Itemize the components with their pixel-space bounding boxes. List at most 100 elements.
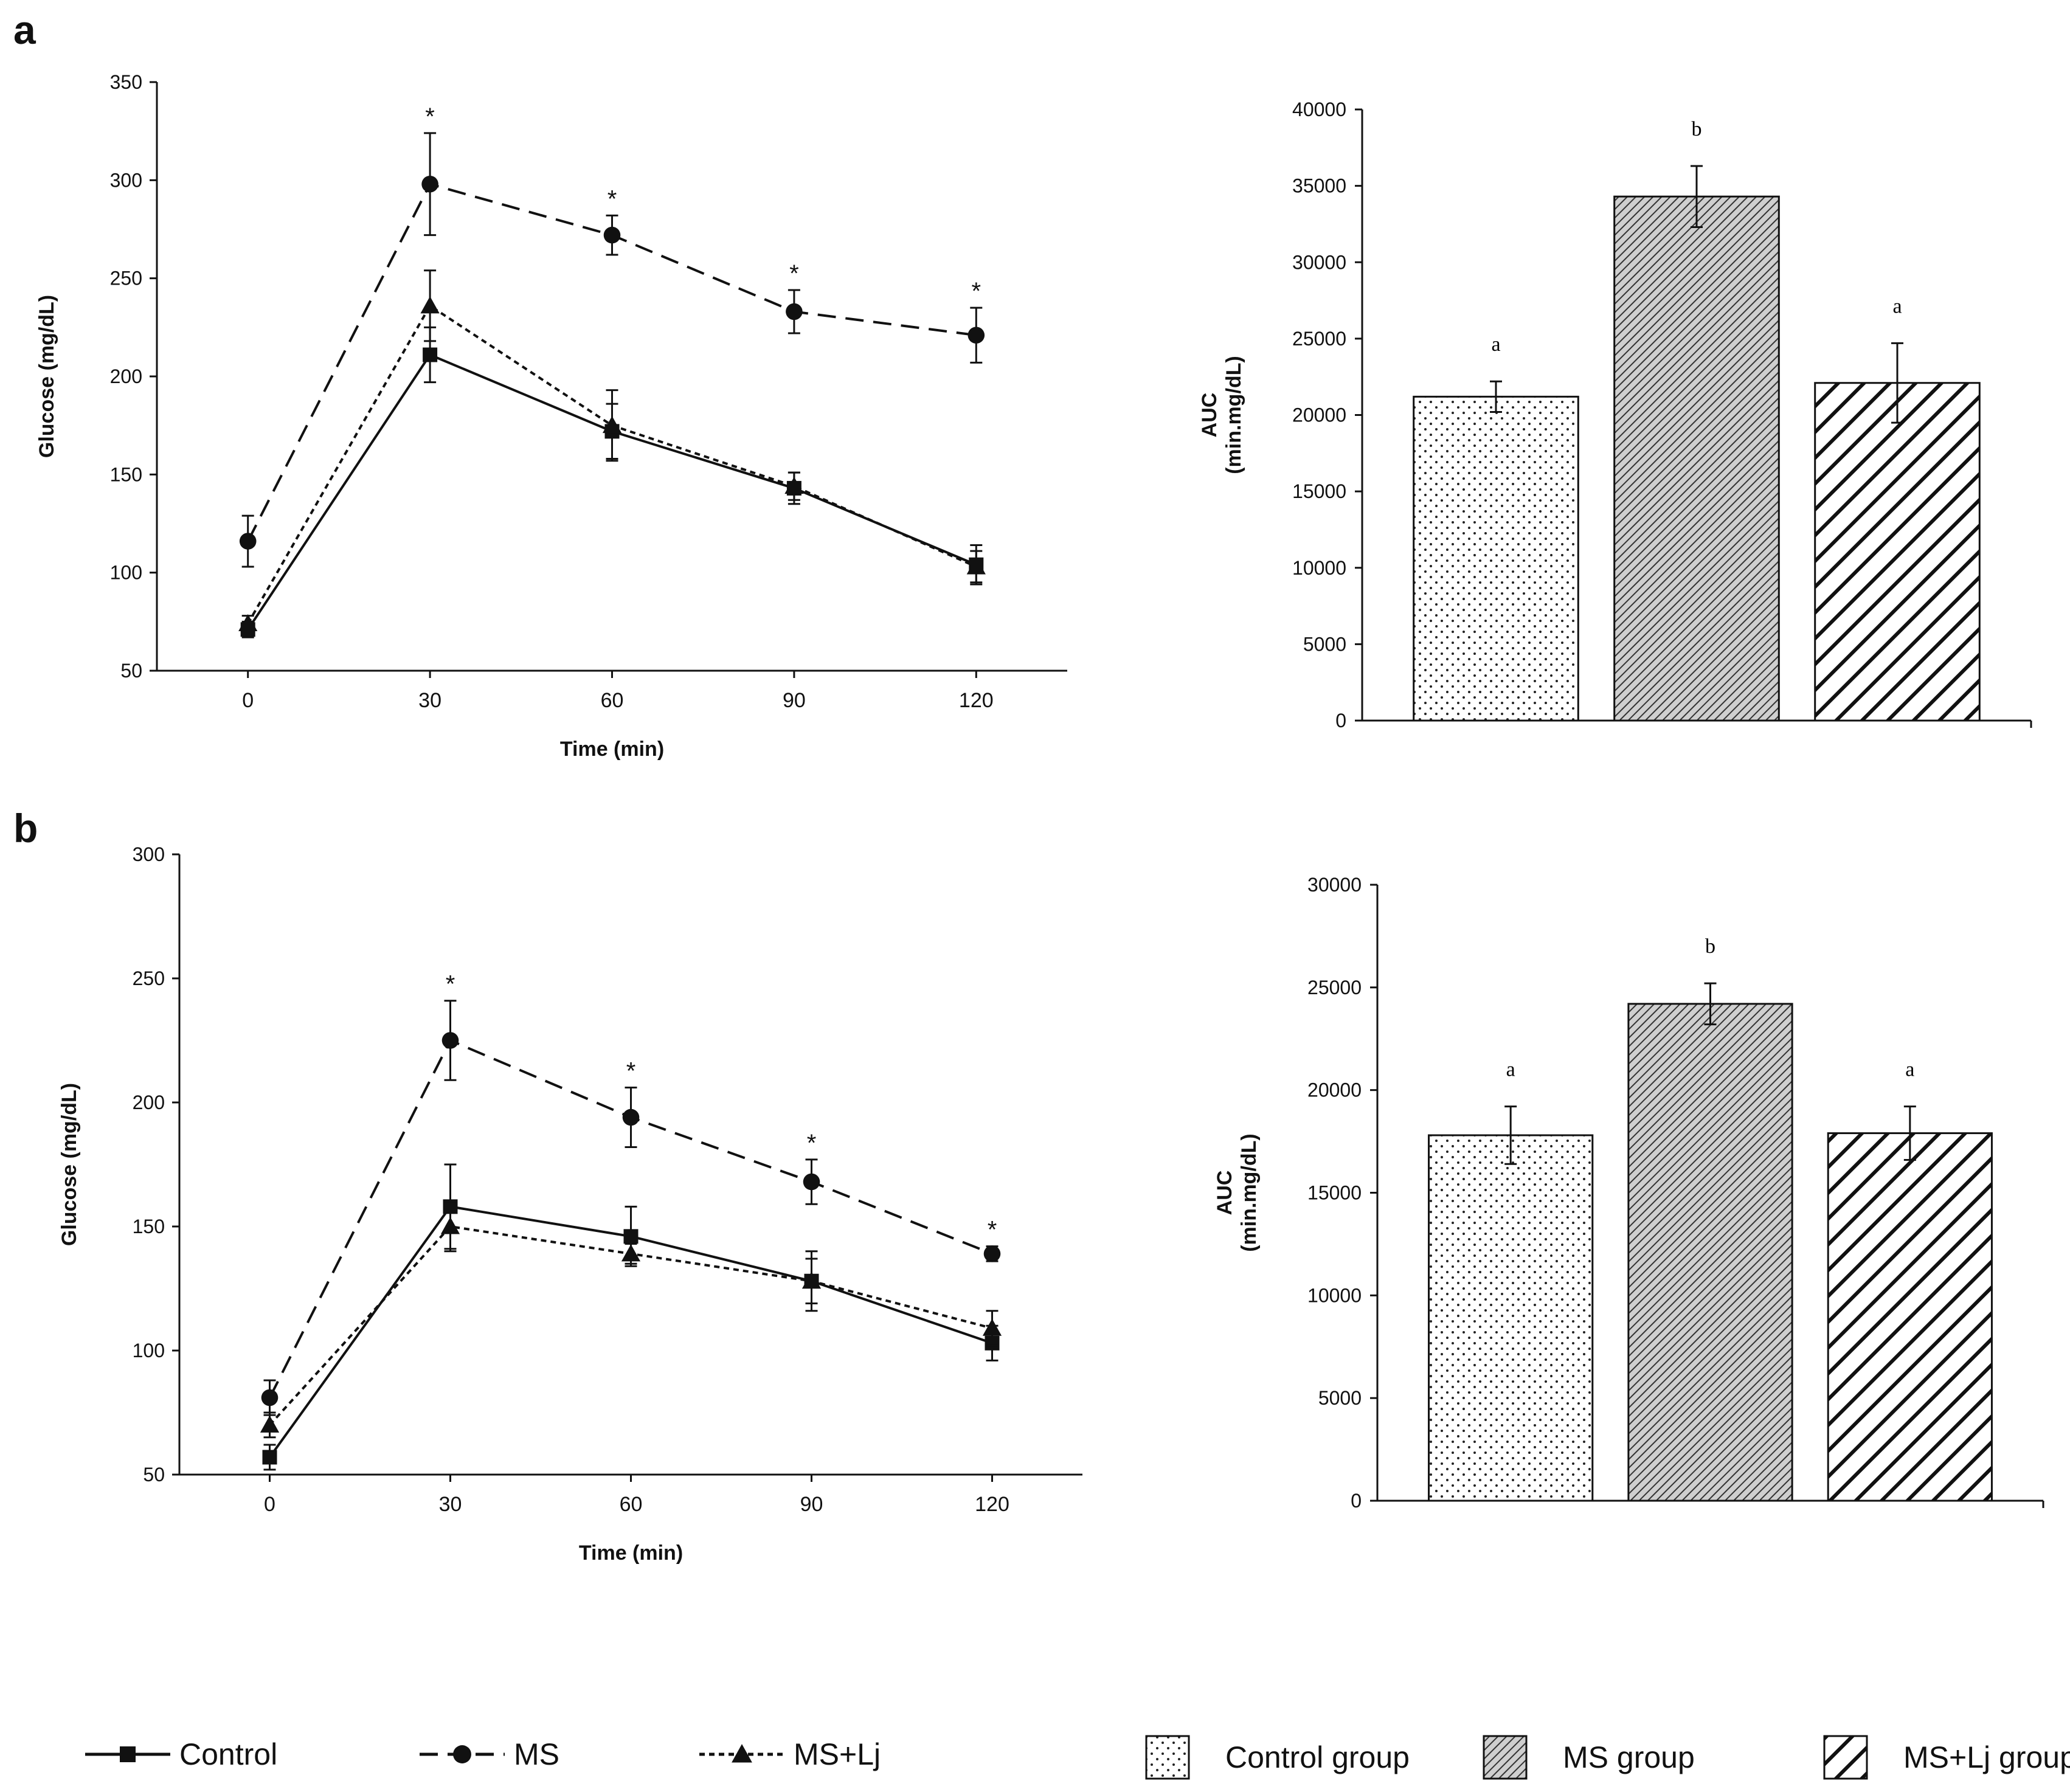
y-tick-label: 10000 [1292, 557, 1346, 579]
y-tick-label: 5000 [1318, 1387, 1362, 1409]
y-axis-label: AUC [1213, 1171, 1236, 1216]
significance-letter: b [1692, 118, 1702, 140]
legend-label-control-group: Control group [1225, 1740, 1410, 1774]
x-tick-label: 30 [418, 689, 441, 712]
legend-marker-control [120, 1746, 136, 1762]
significance-star: * [425, 103, 435, 130]
x-tick-label: 90 [800, 1493, 823, 1516]
y-tick-label: 100 [110, 562, 142, 584]
y-tick-label: 150 [110, 463, 142, 485]
y-tick-label: 50 [143, 1464, 165, 1486]
y-axis-label: Glucose (mg/dL) [35, 295, 58, 458]
y-tick-label: 25000 [1307, 977, 1362, 998]
x-axis-label: Time (min) [579, 1541, 683, 1565]
data-point-ms-lj [440, 1217, 460, 1234]
x-tick-label: 30 [439, 1493, 462, 1516]
data-point-control [262, 1450, 277, 1465]
y-tick-label: 35000 [1292, 175, 1346, 197]
data-point-ms [239, 533, 257, 550]
y-tick-label: 350 [110, 71, 142, 93]
data-point-ms [622, 1109, 640, 1126]
y-tick-label: 250 [133, 967, 165, 989]
legend-swatch-ms-lj-group [1823, 1735, 1868, 1780]
legend-marker-ms [453, 1745, 471, 1763]
legend-label-control: Control [179, 1737, 277, 1771]
legend-line-series: Control MS MS+Lj [85, 1737, 881, 1771]
significance-star: * [807, 1130, 817, 1157]
x-tick-label: 120 [975, 1493, 1009, 1516]
y-tick-label: 15000 [1292, 480, 1346, 502]
y-axis-label: Glucose (mg/dL) [58, 1083, 81, 1246]
data-point-ms [441, 1032, 459, 1049]
legend-swatch-control-group [1145, 1735, 1190, 1780]
significance-star: * [789, 260, 799, 287]
bar-ms-lj-group [1827, 1132, 1993, 1502]
y-tick-label: 15000 [1307, 1182, 1362, 1204]
legend-swatch-ms-group [1483, 1735, 1528, 1780]
data-point-ms-lj [621, 1244, 641, 1262]
significance-star: * [608, 185, 617, 212]
x-tick-label: 60 [620, 1493, 643, 1516]
bar-ms-lj-group [1814, 382, 1981, 722]
y-tick-label: 20000 [1307, 1079, 1362, 1101]
y-tick-label: 50 [120, 660, 142, 682]
y-tick-label: 100 [133, 1340, 165, 1361]
y-axis-label-units: (min.mg/dL) [1222, 356, 1245, 474]
x-tick-label: 0 [242, 689, 254, 712]
y-tick-label: 150 [133, 1216, 165, 1237]
y-tick-label: 10000 [1307, 1284, 1362, 1306]
legend-label-ms-lj: MS+Lj [794, 1737, 881, 1771]
data-point-ms [803, 1173, 820, 1191]
chart-b-glucose-line: 50 100 150 200 250 300 0 30 60 90 120 Time (min) Glu… [58, 843, 1082, 1565]
y-tick-label: 25000 [1292, 328, 1346, 350]
data-point-control [423, 347, 438, 362]
data-point-ms-lj [602, 416, 622, 434]
y-tick-label: 20000 [1292, 404, 1346, 426]
y-axis-label-units: (min.mg/dL) [1238, 1133, 1261, 1252]
data-point-ms [421, 175, 438, 193]
data-point-ms-lj [784, 477, 804, 494]
y-axis-label: AUC [1198, 393, 1221, 438]
y-tick-label: 250 [110, 268, 142, 289]
legend-bar-groups: Control group MS group MS+Lj group [1145, 1735, 2070, 1780]
y-tick-label: 5000 [1303, 633, 1346, 655]
significance-letter: b [1705, 935, 1715, 958]
significance-letter: a [1491, 333, 1500, 356]
legend-marker-ms-lj [732, 1744, 752, 1763]
legend-label-ms-group: MS group [1563, 1740, 1695, 1774]
data-point-ms [968, 327, 985, 344]
legend-label-ms: MS [514, 1737, 559, 1771]
bar-ms-group [1627, 1003, 1793, 1502]
data-point-ms-lj [238, 614, 258, 632]
significance-letter: a [1506, 1059, 1515, 1081]
chart-a-auc-bar: 0 5000 10000 15000 20000 25000 30000 35000 40000… [1198, 99, 2032, 732]
bar-control-group [1428, 1134, 1594, 1502]
data-point-ms-lj [260, 1415, 280, 1433]
significance-star: * [972, 278, 981, 305]
significance-star: * [626, 1058, 636, 1085]
y-tick-label: 200 [133, 1091, 165, 1113]
data-point-ms [786, 303, 803, 320]
bar-ms-group [1613, 195, 1780, 722]
significance-star: * [446, 971, 455, 998]
x-tick-label: 90 [783, 689, 806, 712]
y-tick-label: 30000 [1292, 251, 1346, 273]
data-point-ms-lj [966, 557, 986, 575]
data-point-ms-lj [420, 296, 440, 314]
x-tick-label: 120 [959, 689, 994, 712]
significance-star: * [988, 1217, 997, 1244]
panel-label-b: b [13, 806, 38, 851]
y-tick-label: 30000 [1307, 874, 1362, 896]
data-point-ms-lj [982, 1318, 1002, 1336]
y-tick-label: 200 [110, 365, 142, 387]
data-point-ms-lj [801, 1271, 822, 1289]
legend-label-ms-lj-group: MS+Lj group [1903, 1740, 2070, 1774]
significance-letter: a [1905, 1059, 1914, 1081]
x-tick-label: 0 [264, 1493, 275, 1516]
chart-a-glucose-line: 50 100 150 200 250 300 350 0 30 60 90 120 Time (min)… [35, 71, 1067, 761]
y-tick-label: 300 [133, 843, 165, 865]
panel-label-a: a [13, 7, 36, 52]
y-tick-label: 300 [110, 169, 142, 191]
data-point-ms [603, 226, 621, 244]
